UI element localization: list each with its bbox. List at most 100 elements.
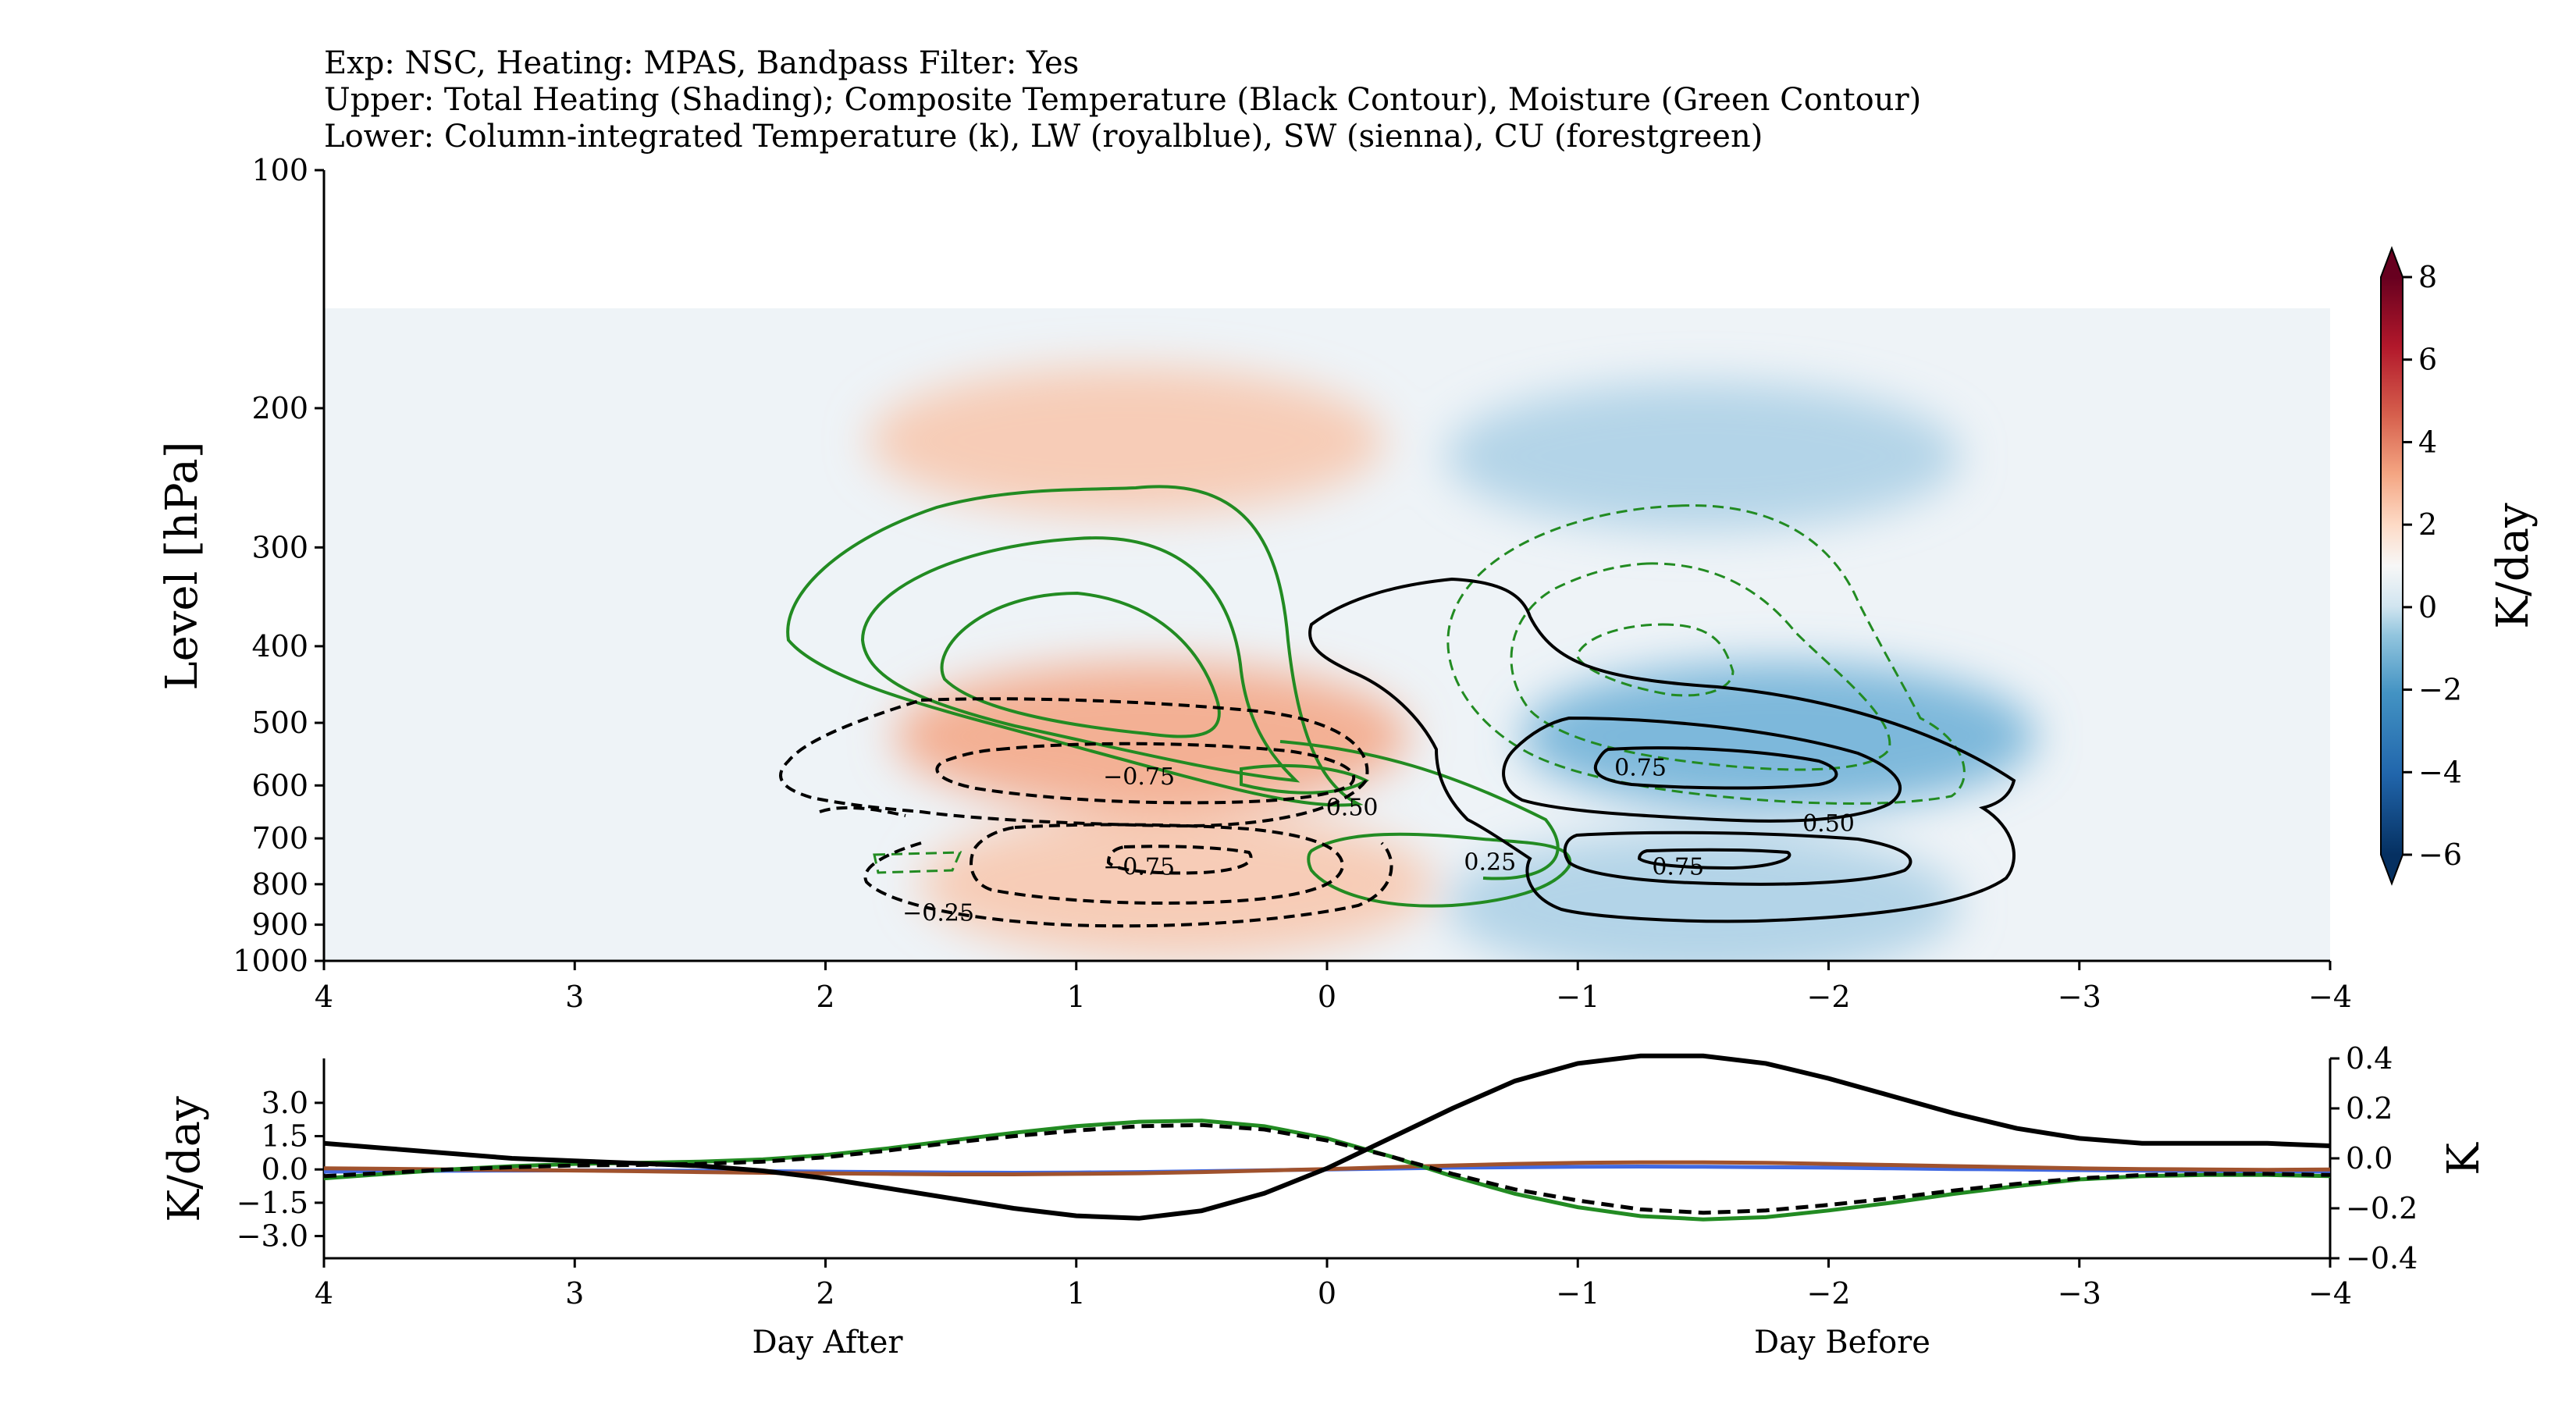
- colorbar-extend-max: [2381, 248, 2403, 277]
- upper-x-tick-label: −2: [1806, 980, 1850, 1014]
- lower-x-tick-label: −2: [1806, 1276, 1850, 1311]
- colorbar: 8 6 4 2 0 −2 −4 −6 K/day: [2380, 246, 2539, 886]
- colorbar-tick-label: 0: [2418, 590, 2437, 624]
- temperature-contour: [779, 697, 1369, 828]
- moisture-contours: [786, 485, 1966, 908]
- moisture-contour: [1575, 623, 1735, 697]
- upper-x-tick-label: 4: [315, 980, 333, 1014]
- colorbar-tick-label: −2: [2418, 673, 2462, 707]
- lower-right-tick-label: 0.2: [2346, 1091, 2393, 1126]
- contour-label: 0.50: [1326, 795, 1379, 822]
- contour-label: −0.75: [1103, 763, 1175, 791]
- lower-left-tick-label: −3.0: [237, 1219, 308, 1254]
- contour-label: 0.25: [1464, 848, 1516, 876]
- upper-y-tick-label: 1000: [233, 944, 308, 978]
- lower-x-tick-label: −1: [1556, 1276, 1599, 1311]
- moisture-contour: [860, 536, 1300, 783]
- lower-series-lines: [323, 1053, 2331, 1222]
- moisture-contour: [1307, 832, 1572, 908]
- title-line-3: Lower: Column-integrated Temperature (k)…: [324, 119, 1763, 155]
- moisture-contour: [1279, 740, 1560, 880]
- upper-x-tick-label: −1: [1556, 980, 1599, 1014]
- colorbar-bar: [2381, 277, 2403, 855]
- contour-labels: −0.75 0.50 −0.75 −0.25 0.25 0.75 0.50 0.75: [902, 755, 1855, 927]
- colorbar-extend-min: [2381, 855, 2403, 884]
- moisture-contour: [873, 851, 962, 874]
- lower-left-tick-label: 0.0: [262, 1152, 308, 1186]
- temperature-contour: [1308, 577, 2016, 923]
- heating-shading: [869, 366, 2037, 961]
- lower-left-y-ticks: 3.01.50.0−1.5−3.0: [237, 1086, 324, 1254]
- temperature-contour: [1637, 848, 1791, 870]
- lower-right-tick-label: 0.0: [2346, 1141, 2393, 1176]
- title-line-2: Upper: Total Heating (Shading); Composit…: [324, 82, 1922, 118]
- lower-x-tick-label: 2: [816, 1276, 834, 1311]
- upper-y-tick-label: 500: [251, 706, 308, 740]
- lower-right-y-label: K: [2439, 1142, 2489, 1176]
- upper-y-tick-label: 600: [251, 768, 308, 802]
- x-label-day-before: Day Before: [1754, 1325, 1930, 1361]
- x-label-day-after: Day After: [752, 1325, 903, 1361]
- upper-x-tick-label: 0: [1318, 980, 1336, 1014]
- moisture-contour: [940, 591, 1221, 738]
- upper-panel: −0.75 0.50 −0.75 −0.25 0.25 0.75 0.50 0.75 100 2…: [157, 153, 2352, 1014]
- upper-y-tick-label: 100: [251, 153, 308, 187]
- lower-left-tick-label: 3.0: [262, 1086, 308, 1120]
- upper-x-tick-label: −3: [2058, 980, 2101, 1014]
- temperature-contour: [1502, 716, 1902, 823]
- upper-x-tick-label: 1: [1067, 980, 1086, 1014]
- colorbar-tick-label: 6: [2418, 343, 2437, 377]
- temperature-contours: [779, 577, 2016, 928]
- temperature-contour: [1106, 845, 1253, 875]
- lower-x-tick-label: 0: [1318, 1276, 1336, 1311]
- contour-label: 0.75: [1652, 853, 1704, 880]
- temperature-contour: [970, 823, 1345, 905]
- warm-heating-region: [869, 366, 1384, 515]
- lower-x-tick-label: 1: [1067, 1276, 1086, 1311]
- colorbar-tick-label: 8: [2418, 260, 2437, 294]
- upper-y-axis-label: Level [hPa]: [157, 441, 208, 690]
- upper-x-tick-label: 3: [565, 980, 584, 1014]
- lower-right-tick-label: 0.4: [2346, 1041, 2393, 1076]
- lower-right-tick-label: −0.2: [2346, 1191, 2418, 1225]
- colorbar-tick-label: 4: [2418, 425, 2437, 459]
- lower-x-tick-label: −3: [2058, 1276, 2101, 1311]
- colorbar-tick-label: −6: [2418, 838, 2462, 872]
- lower-x-tick-label: −4: [2308, 1276, 2352, 1311]
- moisture-contour: [786, 485, 1364, 807]
- temperature-contour: [1563, 831, 1912, 886]
- contour-label: −0.25: [902, 900, 974, 927]
- contour-label: 0.50: [1802, 810, 1855, 838]
- lower-left-tick-label: 1.5: [262, 1119, 308, 1154]
- colorbar-tick-label: −4: [2418, 755, 2462, 789]
- lower-right-y-ticks: 0.4 0.2 0.0 −0.2 −0.4: [2330, 1041, 2418, 1275]
- lower-left-y-label: K/day: [159, 1096, 210, 1222]
- cool-heating-region: [1445, 831, 1961, 961]
- upper-y-tick-label: 300: [251, 530, 308, 564]
- contour-label: −0.75: [1103, 853, 1175, 880]
- upper-x-tick-label: −4: [2308, 980, 2352, 1014]
- temperature-contour: [935, 742, 1356, 805]
- cool-heating-region: [1445, 382, 1961, 531]
- upper-y-tick-label: 200: [251, 391, 308, 425]
- upper-y-tick-label: 800: [251, 867, 308, 902]
- moisture-contour: [1446, 504, 1966, 805]
- lower-x-tick-label: 4: [315, 1276, 333, 1311]
- colorbar-label: K/day: [2488, 503, 2539, 629]
- series-line-4: [323, 1053, 2331, 1221]
- contour-label: 0.75: [1614, 755, 1667, 782]
- upper-y-tick-label: 700: [251, 821, 308, 855]
- moisture-contour: [1510, 562, 1891, 771]
- temperature-contour: [819, 806, 1393, 928]
- lower-x-ticks: 4 3 2 1 0 −1 −2 −3 −4: [315, 1258, 2352, 1311]
- lower-right-tick-label: −0.4: [2346, 1241, 2418, 1275]
- lower-left-tick-label: −1.5: [237, 1186, 308, 1220]
- title-line-1: Exp: NSC, Heating: MPAS, Bandpass Filter…: [324, 45, 1080, 81]
- upper-y-tick-label: 900: [251, 908, 308, 942]
- warm-heating-region: [919, 809, 1435, 959]
- temperature-contour: [1593, 746, 1838, 790]
- upper-x-tick-label: 2: [816, 980, 834, 1014]
